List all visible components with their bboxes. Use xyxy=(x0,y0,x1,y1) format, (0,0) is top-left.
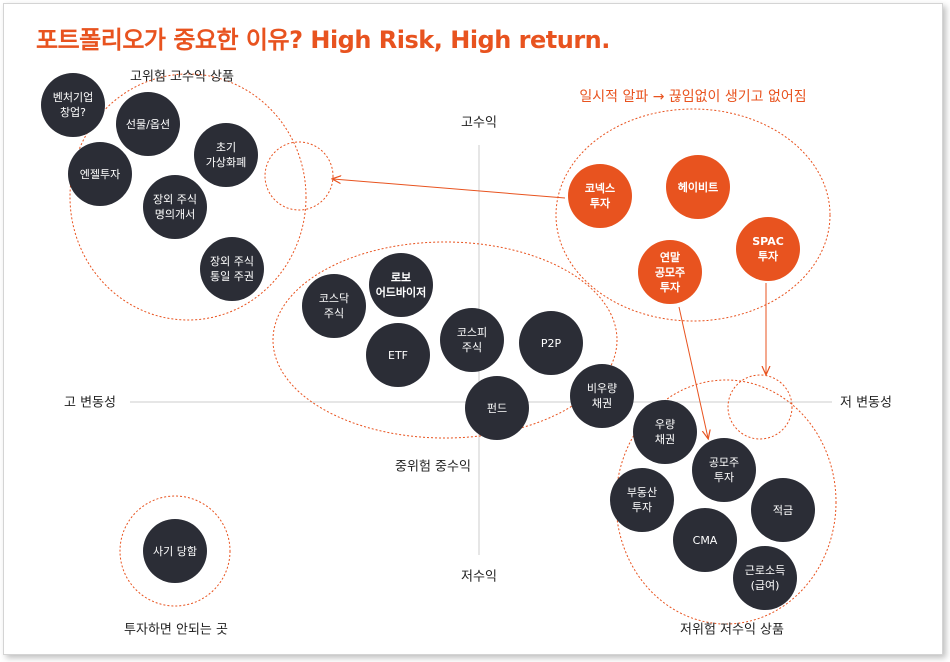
node-fraud: 사기 당함 xyxy=(143,519,207,583)
group-label-high-risk: 고위험 고수익 상품 xyxy=(130,69,234,85)
node-otc-name-transfer: 장외 주식 명의개서 xyxy=(143,175,207,239)
node-annual-ipo: 연말 공모주 투자 xyxy=(638,240,702,304)
page-title: 포트폴리오가 중요한 이유? High Risk, High return. xyxy=(36,26,610,54)
konex-to-high-risk-arrow xyxy=(333,179,566,199)
node-p2p: P2P xyxy=(519,311,583,375)
node-savings: 적금 xyxy=(751,478,815,542)
node-kosdaq: 코스닥 주식 xyxy=(302,274,366,338)
alpha-group-ellipse xyxy=(555,108,831,322)
node-fund: 펀드 xyxy=(465,376,529,440)
node-konex: 코넥스 투자 xyxy=(568,164,632,228)
node-cma: CMA xyxy=(673,508,737,572)
node-etf: ETF xyxy=(366,323,430,387)
node-spac: SPAC 투자 xyxy=(736,217,800,281)
low-risk-target-circle xyxy=(727,374,793,440)
node-real-estate: 부동산 투자 xyxy=(610,468,674,532)
axis-label-high-volatility: 고 변동성 xyxy=(64,395,116,411)
high-risk-target-circle xyxy=(264,141,334,211)
node-futures: 선물/옵션 xyxy=(116,92,180,156)
node-kospi: 코스피 주식 xyxy=(440,308,504,372)
group-label-no-invest: 투자하면 안되는 곳 xyxy=(124,622,228,638)
node-crypto: 초기 가상화폐 xyxy=(194,123,258,187)
no-invest-circle xyxy=(119,495,231,607)
group-label-mid-risk: 중위험 중수익 xyxy=(395,459,471,475)
node-venture: 벤처기업 창업? xyxy=(41,73,105,137)
node-otc-unified: 장외 주식 통일 주권 xyxy=(200,237,264,301)
group-label-low-risk: 저위험 저수익 상품 xyxy=(680,622,784,638)
node-heybit: 헤이비트 xyxy=(666,155,730,219)
axis-label-low-return: 저수익 xyxy=(461,569,497,585)
annual-ipo-to-low-risk-arrow xyxy=(678,306,708,438)
group-label-alpha: 일시적 알파 → 끊임없이 생기고 없어짐 xyxy=(579,89,807,105)
high-risk-group-ellipse xyxy=(69,73,307,321)
node-angel: 엔젤투자 xyxy=(68,142,132,206)
node-labor-income: 근로소득 (급여) xyxy=(733,546,797,610)
node-junk-bond: 비우량 채권 xyxy=(570,364,634,428)
axis-label-high-return: 고수익 xyxy=(461,115,497,131)
mid-risk-group-ellipse xyxy=(272,241,618,439)
node-robo-advisor: 로보 어드바이저 xyxy=(369,253,433,317)
node-ipo: 공모주 투자 xyxy=(692,438,756,502)
node-good-bond: 우량 채권 xyxy=(633,400,697,464)
axis-label-low-volatility: 저 변동성 xyxy=(840,395,892,411)
